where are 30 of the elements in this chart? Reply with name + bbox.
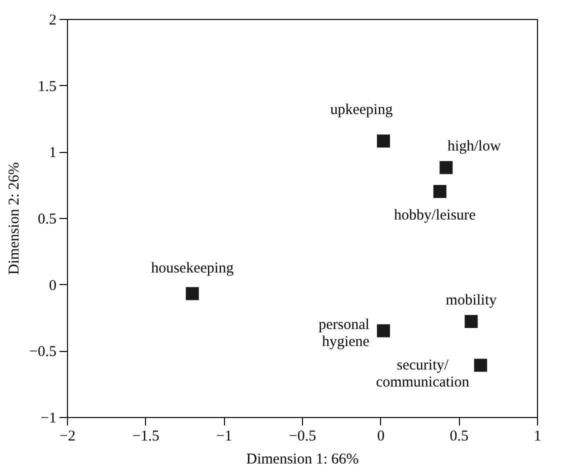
y-tick-label: −0.5: [29, 344, 56, 360]
x-axis-title: Dimension 1: 66%: [246, 452, 359, 468]
annotation: upkeeping: [330, 102, 394, 118]
annotation: personal hygiene: [318, 316, 370, 350]
annotation: mobility: [446, 292, 498, 308]
annotation: security/ communication: [376, 357, 470, 390]
y-tick-label: 0: [49, 278, 56, 294]
x-tick-label: −0.5: [288, 428, 316, 444]
y-tick-label: 2: [49, 12, 56, 28]
x-tick-label: 0: [377, 428, 385, 444]
x-tick-label: 1: [534, 428, 542, 444]
x-tick-label: −1.5: [132, 428, 160, 444]
x-tick-label: −1: [216, 428, 232, 444]
point: [433, 184, 446, 198]
y-tick-label: −1: [40, 410, 56, 426]
y-axis-title: Dimension 2: 26%: [6, 162, 22, 275]
point: [376, 134, 390, 148]
y-tick-label: 1.5: [38, 78, 56, 95]
point: [440, 161, 453, 174]
x-tick-label: 0.5: [450, 428, 469, 444]
point: [464, 314, 478, 328]
x-tick-label: −2: [60, 428, 76, 444]
point: [186, 287, 199, 300]
y-tick-label: 0.5: [38, 212, 56, 228]
annotation: hobby/leisure: [394, 207, 476, 224]
annotation: housekeeping: [151, 260, 234, 277]
y-tick-label: 1: [49, 145, 56, 162]
point: [376, 324, 390, 338]
point: [474, 358, 488, 372]
annotation: high/low: [447, 138, 501, 155]
